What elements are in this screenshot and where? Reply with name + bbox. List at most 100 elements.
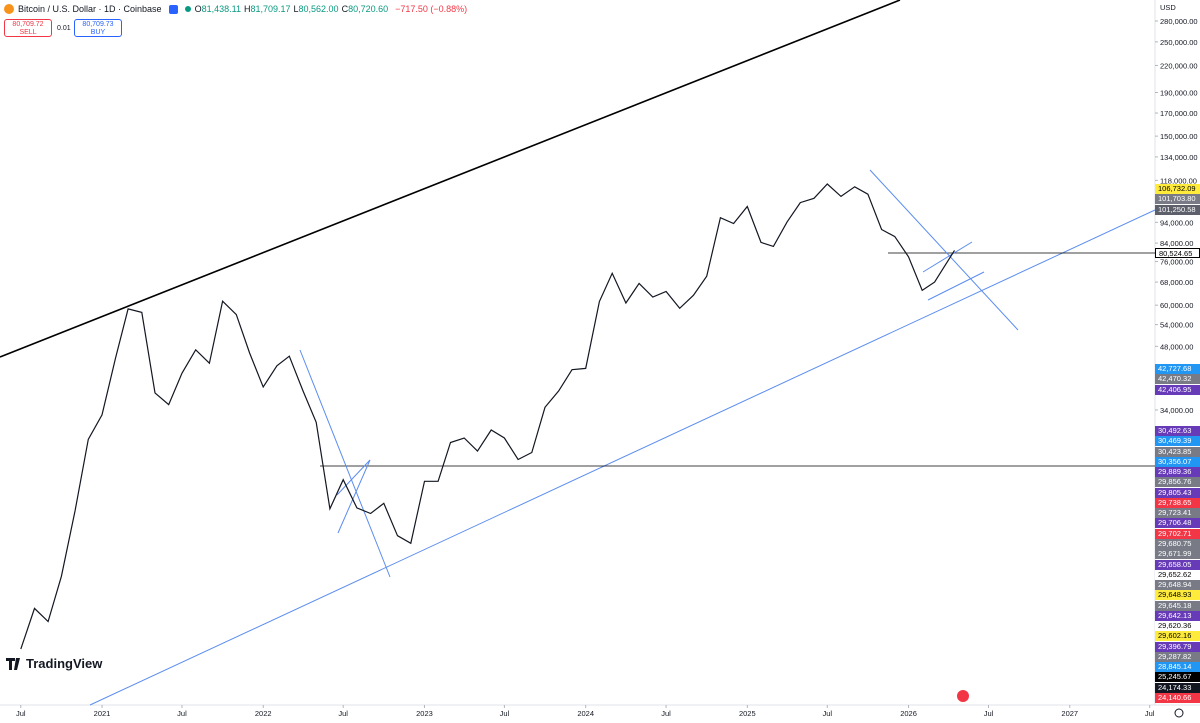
y-tick-label: 68,000.00 bbox=[1160, 278, 1193, 287]
price-badge: 106,732.09 bbox=[1155, 184, 1200, 194]
symbol-header: Bitcoin / U.S. Dollar · 1D · Coinbase O8… bbox=[4, 4, 467, 14]
y-tick-label: 280,000.00 bbox=[1160, 17, 1198, 26]
trend-line bbox=[337, 459, 371, 534]
x-tick-label: 2026 bbox=[900, 709, 917, 718]
brand-logo: TradingView bbox=[6, 656, 103, 671]
x-tick-label: Jul bbox=[338, 709, 348, 718]
x-tick-label: Jul bbox=[984, 709, 994, 718]
ohlc-value: 81,438.11 bbox=[201, 4, 241, 14]
ohlc-values: O81,438.11 H81,709.17 L80,562.00 C80,720.60 bbox=[195, 4, 392, 14]
ohlc-value: 80,720.60 bbox=[348, 4, 389, 14]
price-badge: 101,250.58 bbox=[1155, 204, 1200, 215]
price-badge: 29,856.76 bbox=[1155, 477, 1200, 488]
ohlc-value: 81,709.17 bbox=[250, 4, 291, 14]
lower-trend-line bbox=[89, 209, 1156, 706]
x-tick-label: Jul bbox=[1145, 709, 1155, 718]
y-tick-label: 134,000.00 bbox=[1160, 153, 1198, 162]
price-badge: 29,652.62 bbox=[1155, 569, 1200, 580]
x-tick-label: 2022 bbox=[255, 709, 272, 718]
y-tick-label: 54,000.00 bbox=[1160, 321, 1193, 330]
y-tick-label: 34,000.00 bbox=[1160, 406, 1193, 415]
ohlc-value: 80,562.00 bbox=[298, 4, 339, 14]
price-badge: 30,423.85 bbox=[1155, 446, 1200, 457]
x-tick-label: Jul bbox=[177, 709, 187, 718]
price-badge: 42,470.32 bbox=[1155, 374, 1200, 385]
price-badge: 29,671.99 bbox=[1155, 549, 1200, 560]
upper-trend-line bbox=[0, 0, 901, 358]
symbol-title[interactable]: Bitcoin / U.S. Dollar · 1D · Coinbase bbox=[18, 4, 162, 14]
price-badge: 29,805.43 bbox=[1155, 487, 1200, 498]
sell-label: SELL bbox=[19, 29, 37, 36]
price-badge: 29,702.71 bbox=[1155, 528, 1200, 539]
buy-label: BUY bbox=[90, 29, 106, 36]
price-badge: 29,287.82 bbox=[1155, 651, 1200, 662]
price-line bbox=[20, 183, 956, 650]
x-tick-label: Jul bbox=[16, 709, 26, 718]
y-tick-label: 48,000.00 bbox=[1160, 342, 1193, 351]
y-tick-label: 190,000.00 bbox=[1160, 89, 1198, 98]
trend-line bbox=[336, 459, 371, 496]
x-tick-label: 2024 bbox=[577, 709, 594, 718]
x-tick-label: 2025 bbox=[739, 709, 756, 718]
y-tick-label: 60,000.00 bbox=[1160, 301, 1193, 310]
change: −717.50 (−0.88%) bbox=[395, 4, 468, 14]
price-badge: 29,620.36 bbox=[1155, 621, 1200, 632]
price-badge: 24,174.33 bbox=[1155, 682, 1200, 693]
brand-name: TradingView bbox=[26, 656, 103, 671]
price-badge: 29,723.41 bbox=[1155, 508, 1200, 519]
price-badge: 29,396.79 bbox=[1155, 641, 1200, 652]
sell-button[interactable]: 80,709.72 SELL bbox=[4, 19, 52, 37]
price-badge: 29,642.13 bbox=[1155, 610, 1200, 621]
spread: 0.01 bbox=[57, 25, 71, 32]
price-badge: 29,645.18 bbox=[1155, 600, 1200, 611]
flag-icon[interactable] bbox=[168, 4, 178, 14]
ohlc-key: C bbox=[341, 4, 349, 14]
x-tick-label: 2023 bbox=[416, 709, 433, 718]
x-tick-label: Jul bbox=[500, 709, 510, 718]
settings-icon[interactable] bbox=[1174, 708, 1184, 718]
price-badge: 101,703.80 bbox=[1155, 194, 1200, 205]
sell-price: 80,709.72 bbox=[12, 21, 44, 28]
price-badge: 29,706.48 bbox=[1155, 518, 1200, 529]
event-icon[interactable] bbox=[957, 690, 969, 702]
trend-line bbox=[299, 349, 391, 578]
price-badge: 29,648.94 bbox=[1155, 580, 1200, 591]
price-badge: 28,845.14 bbox=[1155, 662, 1200, 673]
status-dot bbox=[184, 6, 191, 12]
trend-line bbox=[869, 169, 1019, 331]
y-tick-label: 250,000.00 bbox=[1160, 38, 1198, 47]
ohlc-key: O bbox=[194, 4, 202, 14]
price-badge: 80,524.65 bbox=[1155, 248, 1200, 258]
y-tick-label: 76,000.00 bbox=[1160, 258, 1193, 267]
price-badge: 30,492.63 bbox=[1155, 426, 1200, 436]
price-badge: 29,680.75 bbox=[1155, 538, 1200, 549]
currency-label: USD bbox=[1160, 3, 1176, 12]
price-badge: 42,406.95 bbox=[1155, 384, 1200, 395]
y-tick-label: 118,000.00 bbox=[1160, 176, 1197, 185]
y-tick-label: 84,000.00 bbox=[1160, 239, 1193, 248]
price-badge: 29,602.16 bbox=[1155, 631, 1200, 642]
price-badge: 24,140.66 bbox=[1155, 693, 1200, 704]
bitcoin-icon bbox=[4, 4, 14, 14]
trend-line bbox=[927, 271, 985, 301]
x-tick-label: 2027 bbox=[1061, 709, 1078, 718]
trend-line bbox=[922, 241, 973, 273]
y-tick-label: 220,000.00 bbox=[1160, 61, 1198, 70]
x-tick-label: Jul bbox=[822, 709, 832, 718]
price-badge: 29,658.05 bbox=[1155, 559, 1200, 570]
x-tick-label: 2021 bbox=[94, 709, 111, 718]
price-badge: 30,356.07 bbox=[1155, 456, 1200, 467]
y-tick-label: 170,000.00 bbox=[1160, 109, 1198, 118]
y-tick-label: 150,000.00 bbox=[1160, 132, 1198, 141]
price-badge: 29,889.36 bbox=[1155, 467, 1200, 478]
ohlc-key: L bbox=[293, 4, 299, 14]
ohlc-key: H bbox=[243, 4, 251, 14]
buy-price: 80,709.73 bbox=[82, 21, 114, 28]
buy-button[interactable]: 80,709.73 BUY bbox=[74, 19, 122, 37]
price-badge: 30,469.39 bbox=[1155, 436, 1200, 447]
price-badge: 29,738.65 bbox=[1155, 497, 1200, 508]
price-badge: 25,245.67 bbox=[1155, 672, 1200, 683]
y-tick-label: 94,000.00 bbox=[1160, 218, 1193, 227]
